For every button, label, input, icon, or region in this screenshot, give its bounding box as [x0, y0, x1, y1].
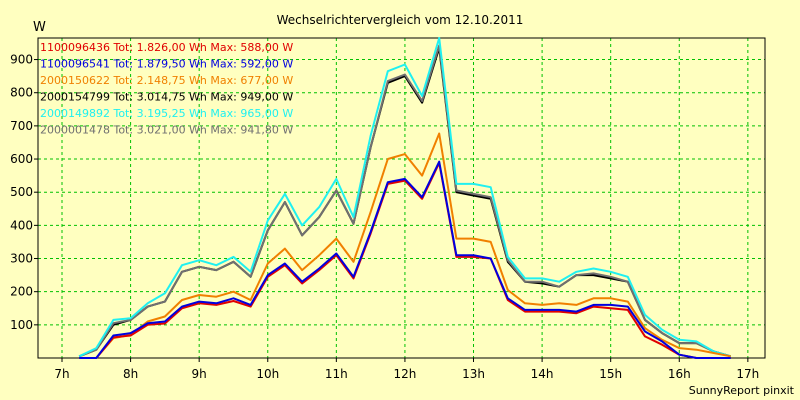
x-tick-label: 9h: [192, 367, 207, 381]
legend-entry-2000150622: 2000150622 Tot: 2.148,75 Wh Max: 677,00 …: [40, 74, 293, 87]
series-line-2000001478: [78, 44, 731, 358]
y-tick-label: 500: [10, 185, 33, 199]
y-tick-label: 700: [10, 119, 33, 133]
footer-credit: SunnyReport pinxit: [689, 384, 795, 397]
legend-entry-1100096541: 1100096541 Tot: 1.879,50 Wh Max: 592,00 …: [40, 58, 293, 71]
x-tick-label: 16h: [668, 367, 691, 381]
x-tick-label: 17h: [736, 367, 759, 381]
plot-frame: [37, 37, 766, 359]
series-line-2000150622: [79, 132, 731, 359]
legend-entry-2000149892: 2000149892 Tot: 3.195,25 Wh Max: 965,00 …: [40, 107, 293, 120]
x-tick-label: 12h: [393, 367, 416, 381]
y-tick-label: 900: [10, 53, 33, 67]
chart-title: Wechselrichtervergleich vom 12.10.2011: [277, 13, 524, 27]
y-tick-label: 600: [10, 152, 33, 166]
legend-entry-1100096436: 1100096436 Tot: 1.826,00 Wh Max: 588,00 …: [40, 41, 293, 54]
y-axis-unit: W: [33, 20, 46, 35]
legend-entry-2000001478: 2000001478 Tot: 3.021,00 Wh Max: 941,80 …: [40, 124, 293, 137]
x-tick-label: 7h: [54, 367, 69, 381]
axis-ticks: 100 200 300 400 500 600 700 800 900 7h 8h 9h 10h 11h 1…: [10, 53, 759, 381]
legend: 1100096436 Tot: 1.826,00 Wh Max: 588,00 …: [40, 41, 293, 137]
series-line-1100096541: [79, 160, 731, 359]
y-tick-label: 200: [10, 285, 33, 299]
x-tick-label: 10h: [256, 367, 279, 381]
x-tick-label: 13h: [462, 367, 485, 381]
y-tick-label: 800: [10, 86, 33, 100]
y-tick-label: 300: [10, 252, 33, 266]
y-tick-label: 400: [10, 218, 33, 232]
series-line-1100096436: [79, 162, 731, 359]
x-tick-label: 8h: [123, 367, 138, 381]
series-lines: [78, 37, 731, 359]
x-tick-label: 14h: [531, 367, 554, 381]
x-tick-label: 15h: [599, 367, 622, 381]
series-line-2000149892: [78, 37, 731, 358]
x-tick-label: 11h: [325, 367, 348, 381]
y-tick-label: 100: [10, 318, 33, 332]
legend-entry-2000154799: 2000154799 Tot: 3.014,75 Wh Max: 949,00 …: [40, 91, 293, 104]
